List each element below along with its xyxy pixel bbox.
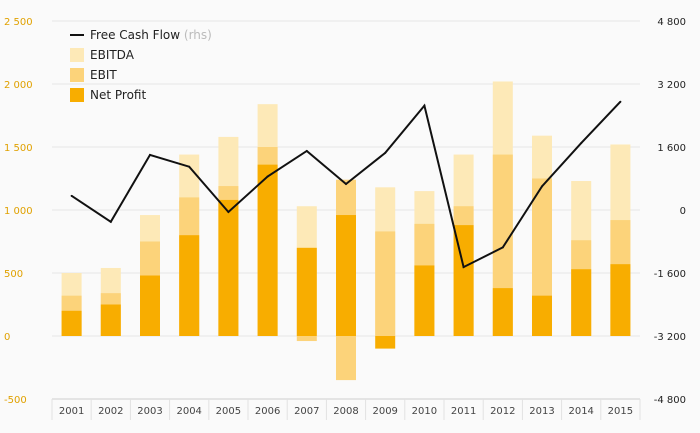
y-left-tick-label: 500 xyxy=(4,269,23,280)
free-cash-flow-point xyxy=(227,210,230,213)
y-right-tick-label: 4 800 xyxy=(657,17,686,28)
ebit-bar xyxy=(336,336,356,381)
x-tick-label: 2001 xyxy=(59,406,84,417)
free-cash-flow-point xyxy=(619,100,622,103)
free-cash-flow-point xyxy=(70,194,73,197)
free-cash-flow-point xyxy=(266,175,269,178)
free-cash-flow-point xyxy=(384,151,387,154)
y-left-tick-label: -500 xyxy=(4,395,27,406)
y-left-tick-label: 1 500 xyxy=(4,143,33,154)
x-tick-label: 2012 xyxy=(490,406,515,417)
y-left-tick-label: 2 000 xyxy=(4,80,33,91)
x-tick-label: 2002 xyxy=(98,406,123,417)
free-cash-flow-point xyxy=(580,142,583,145)
legend-label: EBIT xyxy=(90,68,117,82)
x-tick-label: 2010 xyxy=(412,406,437,417)
y-right-tick-label: 3 200 xyxy=(657,80,686,91)
net-profit-bar xyxy=(257,164,278,336)
y-right-tick-label: -1 600 xyxy=(654,269,686,280)
ebit-bar xyxy=(296,336,317,342)
net-profit-bar xyxy=(100,304,121,336)
free-cash-flow-point xyxy=(541,185,543,188)
legend-box-swatch xyxy=(70,68,84,82)
free-cash-flow-line xyxy=(70,100,622,269)
free-cash-flow-point xyxy=(109,220,112,223)
x-tick-label: 2004 xyxy=(176,406,201,417)
free-cash-flow-point xyxy=(305,149,308,152)
y-left-tick-label: 2 500 xyxy=(4,17,33,28)
free-cash-flow-point xyxy=(423,104,426,107)
free-cash-flow-point xyxy=(501,246,504,249)
net-profit-bar xyxy=(375,336,396,349)
net-profit-bar xyxy=(453,225,474,336)
y-right-tick-label: 1 600 xyxy=(657,143,686,154)
net-profit-bar xyxy=(414,265,435,336)
net-profit-bar xyxy=(296,247,317,336)
net-profit-bar xyxy=(218,199,239,336)
x-tick-label: 2003 xyxy=(137,406,162,417)
bars xyxy=(61,81,631,381)
y-right-tick-label: 0 xyxy=(680,206,686,217)
net-profit-bar xyxy=(610,264,631,336)
y-left-tick-label: 0 xyxy=(4,332,10,343)
x-tick-label: 2005 xyxy=(216,406,241,417)
net-profit-bar xyxy=(571,269,592,336)
net-profit-bar xyxy=(140,275,160,336)
legend-label: Net Profit xyxy=(90,88,146,102)
free-cash-flow-point xyxy=(345,183,347,186)
net-profit-bar xyxy=(532,295,552,336)
y-left-tick-label: 1 000 xyxy=(4,206,33,217)
x-tick-label: 2015 xyxy=(608,406,633,417)
legend-box-swatch xyxy=(70,48,84,62)
net-profit-bar xyxy=(336,215,356,336)
y-right-tick-label: -3 200 xyxy=(654,332,686,343)
free-cash-flow-point xyxy=(149,153,151,156)
x-tick-label: 2008 xyxy=(333,406,358,417)
x-tick-label: 2006 xyxy=(255,406,280,417)
x-tick-label: 2013 xyxy=(529,406,554,417)
free-cash-flow-point xyxy=(462,266,465,269)
free-cash-flow-point xyxy=(188,165,191,168)
y-right-tick-label: -4 800 xyxy=(654,395,686,406)
legend: Free Cash Flow (rhs) EBITDA EBIT Net Profit xyxy=(70,28,212,102)
net-profit-bar xyxy=(492,288,513,336)
net-profit-bar xyxy=(179,235,200,336)
x-tick-label: 2007 xyxy=(294,406,319,417)
x-tick-label: 2014 xyxy=(568,406,593,417)
legend-label: EBITDA xyxy=(90,48,135,62)
x-tick-label: 2009 xyxy=(372,406,397,417)
axes: 2 500 4 800 2 000 3 200 1 500 1 600 1 000 0 500 -… xyxy=(4,17,686,420)
legend-label-suffix: (rhs) xyxy=(180,28,212,42)
ebit-bar xyxy=(375,231,396,336)
legend-box-swatch xyxy=(70,88,84,102)
net-profit-bar xyxy=(61,310,82,336)
x-tick-label: 2011 xyxy=(451,406,476,417)
legend-label: Free Cash Flow (rhs) xyxy=(90,28,212,42)
